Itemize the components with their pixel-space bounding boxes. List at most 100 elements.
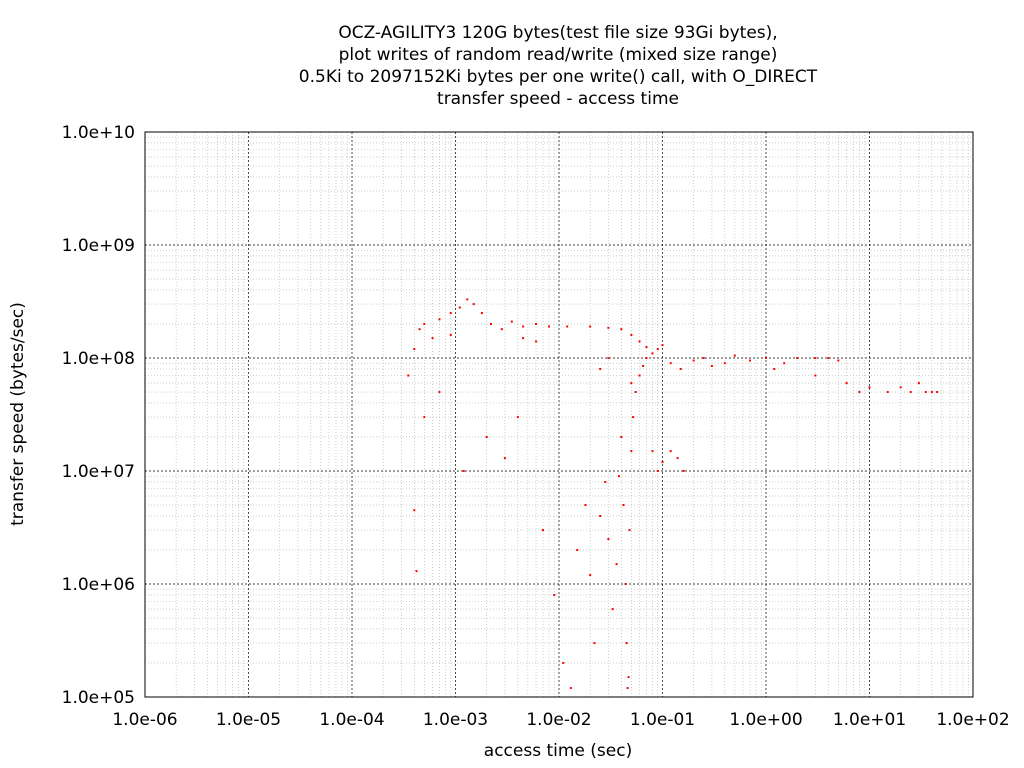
data-point	[656, 348, 659, 351]
data-point	[449, 333, 452, 336]
chart-title-line-1: OCZ-AGILITY3 120G bytes(test file size 9…	[338, 23, 777, 43]
data-point	[431, 337, 434, 340]
data-point	[593, 642, 596, 645]
data-point	[607, 538, 610, 541]
x-tick-label: 1.0e-01	[630, 710, 695, 730]
x-tick-label: 1.0e-06	[112, 710, 177, 730]
data-point	[837, 359, 840, 362]
data-points	[407, 298, 939, 690]
data-point	[814, 374, 817, 377]
data-point	[413, 348, 416, 351]
data-point	[669, 450, 672, 453]
data-point	[589, 574, 592, 577]
chart-title-line-3: 0.5Ki to 2097152Ki bytes per one write()…	[299, 67, 818, 87]
data-point	[535, 340, 538, 343]
data-point	[522, 325, 525, 328]
data-point	[423, 416, 426, 419]
data-point	[611, 608, 614, 611]
data-point	[733, 354, 736, 357]
data-point	[642, 364, 645, 367]
data-point	[480, 312, 483, 315]
y-tick-label: 1.0e+09	[62, 236, 135, 256]
data-point	[462, 470, 465, 472]
data-point	[418, 328, 421, 331]
data-point	[622, 504, 625, 507]
data-point	[500, 328, 503, 331]
data-point	[899, 386, 902, 389]
data-point	[656, 470, 659, 472]
y-tick-label: 1.0e+10	[62, 123, 135, 143]
data-point	[569, 687, 572, 690]
y-tick-label: 1.0e+05	[62, 688, 135, 708]
data-point	[607, 357, 610, 359]
y-tick-label: 1.0e+08	[62, 349, 135, 369]
data-point	[630, 450, 633, 453]
data-point	[615, 563, 618, 566]
data-point	[458, 306, 461, 309]
chart-title-line-2: plot writes of random read/write (mixed …	[339, 45, 778, 65]
data-point	[634, 391, 637, 394]
data-point	[710, 364, 713, 367]
data-point	[651, 450, 654, 453]
data-point	[723, 362, 726, 365]
data-point	[679, 367, 682, 370]
data-point	[566, 325, 569, 328]
data-point	[917, 382, 920, 385]
data-point	[676, 457, 679, 460]
data-point	[632, 416, 635, 419]
data-point	[604, 480, 607, 483]
data-point	[909, 391, 912, 394]
data-point	[472, 303, 475, 306]
x-tick-labels: 1.0e-06 1.0e-05 1.0e-04 1.0e-03 1.0e-02 1.0e-…	[112, 710, 1009, 730]
data-point	[628, 529, 631, 532]
data-point	[845, 382, 848, 385]
data-point	[415, 570, 418, 573]
data-point	[692, 359, 695, 362]
data-point	[618, 475, 621, 478]
chart-title-line-4: transfer speed - access time	[437, 89, 679, 109]
data-point	[516, 416, 519, 419]
data-point	[645, 357, 648, 359]
data-point	[627, 676, 630, 679]
data-point	[661, 344, 664, 347]
data-point	[630, 333, 633, 336]
data-point	[936, 391, 939, 394]
data-point	[630, 382, 633, 385]
data-point	[886, 391, 889, 394]
data-point	[783, 362, 786, 365]
data-point	[669, 362, 672, 365]
data-point	[796, 357, 799, 359]
major-grid	[144, 131, 974, 698]
y-axis-label: transfer speed (bytes/sec)	[8, 302, 28, 526]
x-tick-label: 1.0e+02	[936, 710, 1009, 730]
data-point	[682, 470, 685, 472]
data-point	[827, 357, 830, 359]
data-point	[651, 352, 654, 355]
data-point	[510, 320, 513, 323]
data-point	[765, 357, 767, 359]
y-tick-label: 1.0e+06	[62, 575, 135, 595]
data-point	[924, 391, 927, 394]
data-point	[503, 457, 506, 460]
data-point	[489, 322, 492, 325]
data-point	[773, 367, 776, 370]
y-tick-label: 1.0e+07	[62, 462, 135, 482]
data-point	[589, 325, 592, 328]
data-point	[645, 346, 648, 349]
x-tick-label: 1.0e-03	[423, 710, 488, 730]
data-point	[814, 357, 817, 359]
data-point	[599, 514, 602, 517]
data-point	[620, 328, 623, 331]
data-point	[599, 367, 602, 370]
data-point	[562, 661, 565, 664]
data-point	[522, 337, 525, 340]
data-point	[620, 435, 623, 438]
data-point	[930, 391, 933, 394]
data-point	[407, 374, 410, 377]
x-tick-label: 1.0e-02	[526, 710, 591, 730]
data-point	[413, 509, 416, 512]
data-point	[438, 318, 441, 321]
plot-frame	[144, 131, 974, 698]
data-point	[625, 642, 628, 645]
